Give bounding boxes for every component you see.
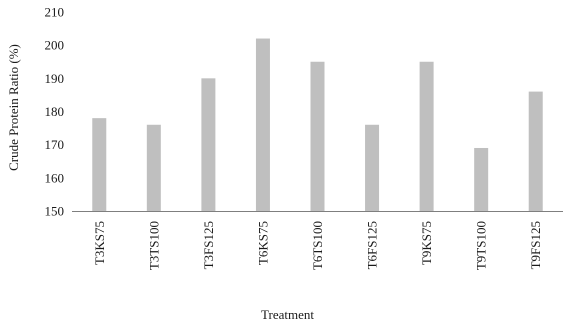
bar-t9ts100 xyxy=(474,147,489,211)
x-tick-label: T6KS75 xyxy=(255,221,270,265)
bars xyxy=(92,38,543,212)
y-tick-label: 170 xyxy=(45,137,65,152)
x-tick-label: T9KS75 xyxy=(419,221,434,265)
y-tick-label: 210 xyxy=(45,5,65,20)
y-axis-ticks: 150 160 170 180 190 200 210 xyxy=(45,5,65,219)
bar-t9fs125 xyxy=(528,91,543,211)
x-tick-label: T9FS125 xyxy=(528,221,543,269)
y-tick-label: 200 xyxy=(45,38,65,53)
y-tick-label: 160 xyxy=(45,170,65,185)
y-axis-title: Crude Protein Ratio (%) xyxy=(6,44,21,171)
x-tick-label: T6FS125 xyxy=(365,221,380,269)
x-axis-title: Treatment xyxy=(261,307,314,322)
bar-t3ts100 xyxy=(146,124,161,211)
bar-t3ks75 xyxy=(92,118,107,211)
y-tick-label: 180 xyxy=(45,104,65,119)
x-axis-ticks: T3KS75 T3TS100 T3FS125 T6KS75 T6TS100 T6FS125… xyxy=(92,221,543,270)
x-tick-label: T9TS100 xyxy=(474,221,489,270)
y-tick-label: 190 xyxy=(45,71,65,86)
x-tick-label: T6TS100 xyxy=(310,221,325,270)
x-tick-label: T3TS100 xyxy=(146,221,161,270)
bar-t9ks75 xyxy=(419,61,434,211)
bar-t6fs125 xyxy=(365,124,380,211)
bar-t3fs125 xyxy=(201,78,216,211)
x-tick-label: T3KS75 xyxy=(92,221,107,265)
bar-t6ts100 xyxy=(310,61,325,211)
bar-t6ks75 xyxy=(255,38,270,212)
y-tick-label: 150 xyxy=(45,204,65,219)
x-tick-label: T3FS125 xyxy=(201,221,216,269)
